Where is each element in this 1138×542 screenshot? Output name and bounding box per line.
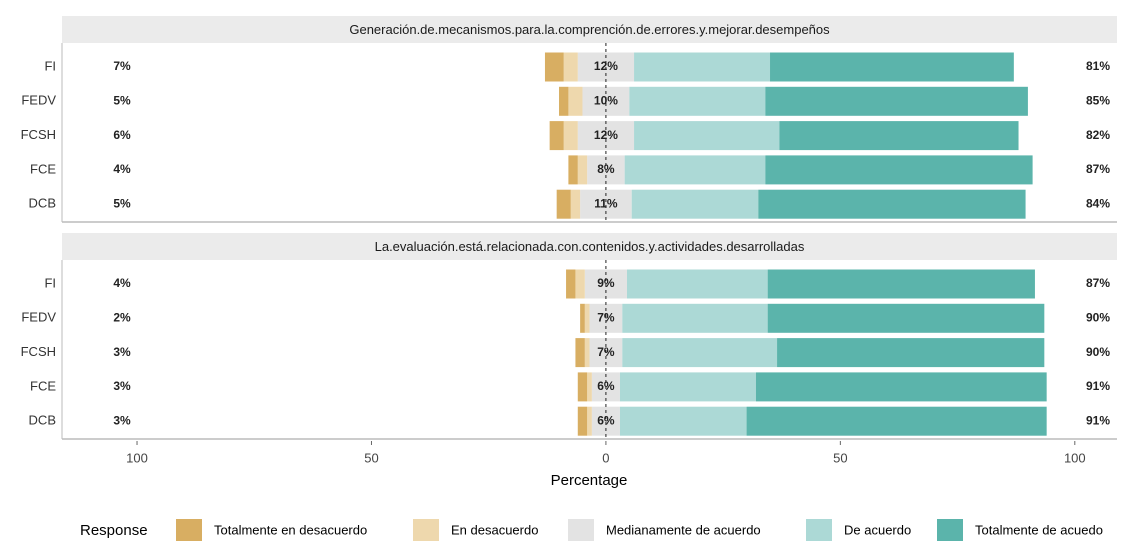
bar-segment — [587, 406, 592, 436]
left-value-label: 6% — [113, 128, 131, 142]
bar-segment — [634, 52, 771, 82]
legend-swatch — [937, 519, 963, 541]
x-tick-label: 50 — [364, 450, 378, 465]
facet-title: Generación.de.mecanismos.para.la.compren… — [349, 22, 830, 37]
center-value-label: 12% — [594, 59, 618, 73]
bar-segment — [549, 121, 564, 151]
left-value-label: 4% — [113, 162, 131, 176]
bar-segment — [563, 52, 578, 82]
y-tick-label: FI — [44, 58, 56, 73]
bar-segment — [577, 372, 588, 402]
bar-segment — [566, 269, 576, 299]
left-value-label: 3% — [113, 413, 131, 427]
x-tick-label: 0 — [602, 450, 609, 465]
y-tick-label: FCE — [30, 378, 56, 393]
legend-label: Medianamente de acuerdo — [606, 522, 761, 537]
y-tick-label: DCB — [29, 413, 56, 428]
left-value-label: 5% — [113, 196, 131, 210]
bar-segment — [584, 338, 590, 368]
facet-strip — [62, 16, 1117, 43]
left-value-label: 2% — [113, 310, 131, 324]
right-value-label: 90% — [1086, 310, 1110, 324]
right-value-label: 82% — [1086, 128, 1110, 142]
legend-swatch — [806, 519, 832, 541]
legend-swatch — [413, 519, 439, 541]
bar-segment — [634, 121, 780, 151]
y-tick-label: FI — [44, 275, 56, 290]
y-tick-label: FCE — [30, 161, 56, 176]
left-value-label: 5% — [113, 93, 131, 107]
y-tick-label: DCB — [29, 196, 56, 211]
bar-segment — [622, 338, 778, 368]
y-tick-label: FEDV — [21, 310, 56, 325]
bar-segment — [755, 372, 1047, 402]
right-value-label: 91% — [1086, 413, 1110, 427]
x-tick-label: 100 — [126, 450, 148, 465]
bar-segment — [559, 86, 569, 116]
legend-swatch — [176, 519, 202, 541]
center-value-label: 7% — [597, 310, 615, 324]
x-axis-label: Percentage — [551, 472, 628, 489]
bar-segment — [580, 303, 585, 333]
right-value-label: 87% — [1086, 276, 1110, 290]
bar-segment — [563, 121, 578, 151]
bar-segment — [765, 155, 1033, 185]
bar-segment — [575, 338, 585, 368]
center-value-label: 6% — [597, 413, 615, 427]
bar-segment — [631, 189, 759, 219]
left-value-label: 4% — [113, 276, 131, 290]
right-value-label: 81% — [1086, 59, 1110, 73]
right-value-label: 91% — [1086, 379, 1110, 393]
bar-segment — [765, 86, 1028, 116]
y-tick-label: FCSH — [21, 127, 56, 142]
left-value-label: 3% — [113, 379, 131, 393]
bar-segment — [575, 269, 585, 299]
bar-segment — [624, 155, 766, 185]
bar-segment — [622, 303, 768, 333]
center-value-label: 11% — [594, 196, 618, 210]
bar-segment — [758, 189, 1026, 219]
bar-segment — [629, 86, 766, 116]
facet-title: La.evaluación.está.relacionada.con.conte… — [375, 239, 805, 254]
bar-segment — [568, 155, 578, 185]
left-value-label: 7% — [113, 59, 131, 73]
legend-swatch — [568, 519, 594, 541]
bar-segment — [777, 338, 1045, 368]
bar-segment — [577, 155, 588, 185]
legend-label: Totalmente en desacuerdo — [214, 522, 367, 537]
y-tick-label: FCSH — [21, 344, 56, 359]
bar-segment — [770, 52, 1014, 82]
bar-segment — [779, 121, 1019, 151]
center-value-label: 10% — [594, 93, 618, 107]
bar-segment — [568, 86, 583, 116]
left-value-label: 3% — [113, 345, 131, 359]
legend-label: En desacuerdo — [451, 522, 538, 537]
right-value-label: 84% — [1086, 196, 1110, 210]
bar-segment — [587, 372, 592, 402]
bar-segment — [556, 189, 571, 219]
center-value-label: 9% — [597, 276, 615, 290]
bar-segment — [544, 52, 564, 82]
y-tick-label: FEDV — [21, 93, 56, 108]
right-value-label: 87% — [1086, 162, 1110, 176]
right-value-label: 90% — [1086, 345, 1110, 359]
bar-segment — [577, 406, 588, 436]
facet-strip — [62, 233, 1117, 260]
bar-segment — [619, 372, 756, 402]
x-tick-label: 100 — [1064, 450, 1086, 465]
bar-segment — [746, 406, 1047, 436]
bar-segment — [584, 303, 590, 333]
bar-segment — [570, 189, 581, 219]
right-value-label: 85% — [1086, 93, 1110, 107]
bar-segment — [619, 406, 747, 436]
bar-segment — [767, 303, 1045, 333]
legend-label: De acuerdo — [844, 522, 911, 537]
x-tick-label: 50 — [833, 450, 847, 465]
bar-segment — [767, 269, 1035, 299]
legend-label: Totalmente de acuedo — [975, 522, 1103, 537]
bar-segment — [627, 269, 768, 299]
legend-title: Response — [80, 522, 148, 539]
